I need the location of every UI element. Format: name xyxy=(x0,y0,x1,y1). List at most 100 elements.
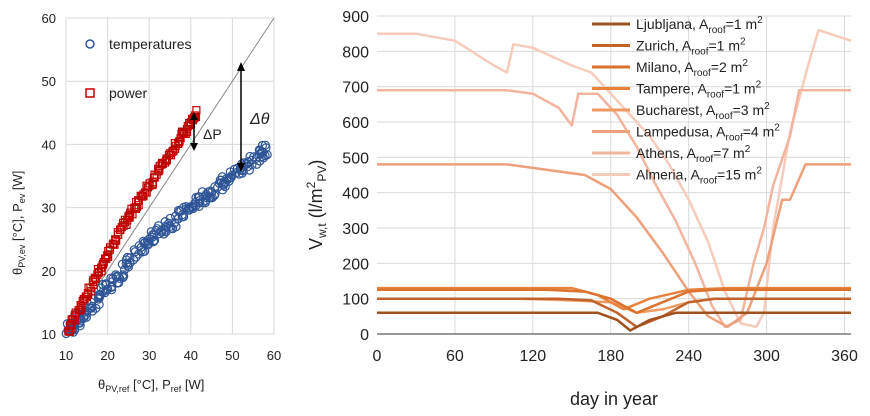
delta-p-arrowhead-down xyxy=(190,143,198,151)
legend-marker-temperatures xyxy=(85,39,95,49)
delta-theta-label: Δθ xyxy=(249,111,270,128)
scatter-point-temperatures xyxy=(262,150,272,160)
left-x-tick-label: 10 xyxy=(59,348,73,363)
legend-item-athens: Athens, Aroof=7 m2 xyxy=(592,144,751,165)
right-x-tick-label: 0 xyxy=(373,348,382,365)
delta-theta-arrowhead-up xyxy=(237,62,245,71)
right-x-tick-label: 300 xyxy=(753,348,780,365)
legend-item-almeria: Almeria, Aroof=15 m2 xyxy=(592,166,762,187)
scatter-point-power xyxy=(103,251,112,260)
legend-label: Bucharest, Aroof=3 m2 xyxy=(636,101,770,122)
right-y-axis-label: Vw,t (l/m2PV) xyxy=(304,160,329,250)
scatter-point-temperatures xyxy=(225,173,236,183)
scatter-point-temperatures xyxy=(185,203,195,213)
delta-p-arrowhead-up xyxy=(190,112,198,120)
scatter-point-temperatures xyxy=(87,303,97,313)
legend-label: Athens, Aroof=7 m2 xyxy=(636,144,751,165)
series-line-almeria xyxy=(377,28,852,329)
left-x-tick-label: 50 xyxy=(225,348,239,363)
scatter-point-temperatures xyxy=(171,222,181,232)
right-y-tick-label: 0 xyxy=(360,327,369,344)
left-legend: temperatures power xyxy=(85,36,191,101)
right-y-tick-label: 300 xyxy=(342,221,369,238)
scatter-point-temperatures xyxy=(118,270,128,280)
series-line-athens xyxy=(377,88,851,329)
scatter-point-power xyxy=(67,323,76,333)
left-data-points xyxy=(61,106,272,339)
left-y-tick-label: 60 xyxy=(42,11,56,26)
left-x-tick-label: 20 xyxy=(100,348,114,363)
legend-item-tampere: Tampere, Aroof=1 m2 xyxy=(592,80,762,101)
delta-theta-arrowhead-down xyxy=(237,163,245,172)
left-x-tick-label: 60 xyxy=(267,348,281,363)
legend-item-lampedusa: Lampedusa, Aroof=4 m2 xyxy=(592,123,780,144)
scatter-point-power xyxy=(169,146,178,155)
right-y-tick-label: 500 xyxy=(342,150,369,167)
delta-p-label: ΔP xyxy=(203,126,222,142)
legend-item-ljubljana: Ljubljana, Aroof=1 m2 xyxy=(592,15,763,36)
scatter-point-power xyxy=(134,201,143,210)
left-y-tick-label: 20 xyxy=(42,264,56,279)
right-x-axis-label: day in year xyxy=(570,389,658,409)
legend-label-temperatures: temperatures xyxy=(109,36,191,52)
scatter-point-power xyxy=(192,106,201,115)
left-y-tick-label: 30 xyxy=(42,201,56,216)
series-line-milano xyxy=(377,288,851,315)
scatter-point-temperatures xyxy=(123,262,133,272)
scatter-point-temperatures xyxy=(81,312,92,322)
legend-marker-power xyxy=(85,88,95,98)
scatter-point-temperatures xyxy=(94,299,104,310)
right-x-tick-label: 120 xyxy=(519,348,546,365)
left-y-tick-label: 50 xyxy=(42,74,56,89)
scatter-point-temperatures xyxy=(149,236,159,246)
right-x-tick-label: 360 xyxy=(831,348,858,365)
left-y-tick-label: 40 xyxy=(42,137,56,152)
scatter-point-temperatures xyxy=(188,203,198,214)
legend-label: Ljubljana, Aroof=1 m2 xyxy=(636,15,763,36)
scatter-point-temperatures xyxy=(112,278,122,288)
scatter-chart-temperatures-power: 10 20 30 40 50 60 10 20 30 40 50 60 temperatures po… xyxy=(10,11,281,394)
left-x-axis-label: θPV,ref [°C], Pref [W] xyxy=(98,377,204,394)
left-y-tick-label: 10 xyxy=(42,327,56,342)
legend-label-power: power xyxy=(109,85,147,101)
right-y-tick-label: 700 xyxy=(342,80,369,97)
scatter-point-power xyxy=(112,236,121,245)
scatter-point-temperatures xyxy=(245,151,255,162)
left-y-axis-label: θPV,ev [°C], Pev [W] xyxy=(10,171,27,275)
left-x-tick-label: 30 xyxy=(142,348,156,363)
legend-label: Almeria, Aroof=15 m2 xyxy=(636,166,762,187)
scatter-point-temperatures xyxy=(261,143,271,153)
series-line-lampedusa xyxy=(377,163,851,329)
legend-item-zurich: Zurich, Aroof=1 m2 xyxy=(592,37,746,58)
legend-label: Tampere, Aroof=1 m2 xyxy=(636,80,762,101)
right-x-tick-label: 180 xyxy=(597,348,624,365)
scatter-point-power xyxy=(89,276,98,285)
delta-annotations: ΔP Δθ xyxy=(190,62,270,172)
right-y-tick-label: 600 xyxy=(342,115,369,132)
right-y-tick-label: 900 xyxy=(342,9,369,26)
right-y-tick-label: 100 xyxy=(342,292,369,309)
scatter-point-temperatures xyxy=(95,290,105,300)
right-y-tick-label: 400 xyxy=(342,186,369,203)
scatter-point-temperatures xyxy=(218,179,228,189)
legend-label: Zurich, Aroof=1 m2 xyxy=(636,37,746,58)
scatter-series-power xyxy=(64,106,201,336)
scatter-point-power xyxy=(174,139,183,149)
scatter-point-temperatures xyxy=(113,272,123,282)
right-y-tick-label: 800 xyxy=(342,44,369,61)
legend-label: Milano, Aroof=2 m2 xyxy=(636,58,748,79)
line-chart-water-volume: 0 60 120 180 240 300 360 0 100 200 300 400 500 600 700… xyxy=(304,9,858,409)
left-x-tick-label: 40 xyxy=(184,348,198,363)
legend-item-bucharest: Bucharest, Aroof=3 m2 xyxy=(592,101,770,122)
left-tick-labels: 10 20 30 40 50 60 10 20 30 40 50 60 xyxy=(42,11,282,363)
legend-label: Lampedusa, Aroof=4 m2 xyxy=(636,123,780,144)
right-series-lines xyxy=(377,28,852,332)
right-x-tick-label: 240 xyxy=(675,348,702,365)
series-line-ljubljana xyxy=(377,311,851,332)
scatter-point-power xyxy=(123,216,132,225)
legend-item-milano: Milano, Aroof=2 m2 xyxy=(592,58,748,79)
left-gridlines xyxy=(65,17,275,335)
scatter-point-temperatures xyxy=(143,236,153,246)
